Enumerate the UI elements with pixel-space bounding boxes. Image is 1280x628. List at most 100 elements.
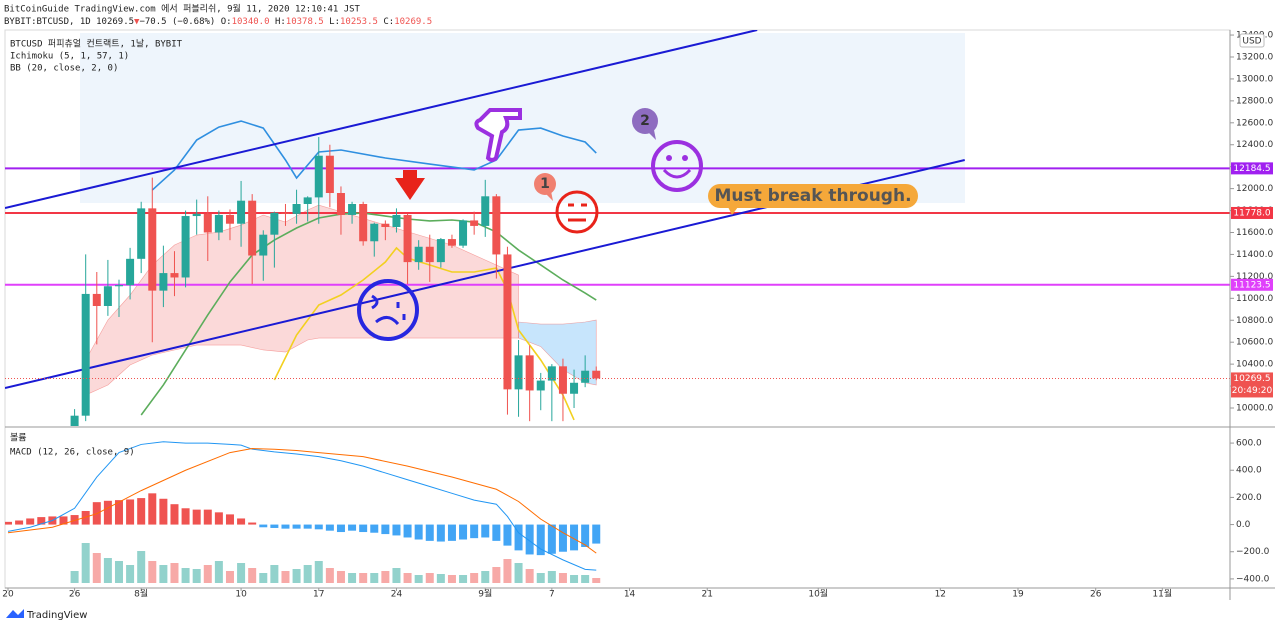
confused-face bbox=[357, 279, 419, 341]
volume-bar bbox=[459, 575, 468, 583]
macd-histogram-bar bbox=[159, 498, 168, 525]
macd-histogram-bar bbox=[248, 522, 257, 525]
level-label-box bbox=[1231, 278, 1273, 291]
volume-bar bbox=[159, 565, 168, 583]
quote-part: 10340.0 bbox=[232, 17, 270, 27]
candle-body bbox=[359, 203, 368, 242]
candle-body bbox=[314, 155, 323, 198]
bubble-number: 2 bbox=[640, 113, 650, 129]
y-tick-label: 10000.0 bbox=[1236, 404, 1273, 414]
volume-bar bbox=[547, 571, 556, 583]
macd-histogram-bar bbox=[203, 509, 212, 525]
volume-bar bbox=[592, 578, 601, 583]
volume-bar bbox=[137, 551, 146, 583]
macd-histogram-bar bbox=[336, 524, 345, 533]
x-tick-label: 8월 bbox=[134, 588, 148, 600]
x-tick-label: 11월 bbox=[1152, 588, 1172, 600]
candle-body bbox=[92, 293, 101, 306]
volume-bar bbox=[581, 575, 590, 583]
bubble-tail bbox=[545, 191, 553, 201]
y-tick-label: −400.0 bbox=[1236, 574, 1270, 584]
number-bubble bbox=[632, 108, 658, 134]
volume-bar bbox=[325, 568, 334, 583]
volume-bar bbox=[303, 565, 312, 583]
candle-body bbox=[370, 223, 379, 242]
candle-body bbox=[237, 200, 246, 224]
candle-body bbox=[148, 208, 157, 291]
y-tick-label: −200.0 bbox=[1236, 547, 1270, 557]
candle-body bbox=[581, 370, 590, 383]
level-label-box bbox=[1231, 162, 1273, 175]
volume-bar bbox=[314, 561, 323, 583]
volume-bar bbox=[436, 574, 445, 583]
volume-bar bbox=[103, 558, 112, 583]
indicator-label: BB (20, close, 2, 0) bbox=[10, 64, 118, 74]
macd-histogram-bar bbox=[292, 524, 301, 529]
macd-histogram-bar bbox=[570, 524, 579, 551]
y-tick-label: 12600.0 bbox=[1236, 118, 1273, 128]
note-text: Must break through. bbox=[714, 186, 911, 206]
macd-histogram-bar bbox=[459, 524, 468, 540]
candle-body bbox=[259, 234, 268, 256]
macd-histogram-bar bbox=[15, 520, 24, 525]
candle-body bbox=[281, 212, 290, 214]
volume-bar bbox=[126, 565, 135, 583]
volume-bar bbox=[114, 561, 123, 583]
macd-histogram-bar bbox=[237, 518, 246, 525]
candle-body bbox=[81, 293, 90, 416]
macd-histogram-bar bbox=[81, 510, 90, 525]
volume-bar bbox=[392, 568, 401, 583]
candle-body bbox=[414, 246, 423, 263]
macd-histogram-bar bbox=[425, 524, 434, 541]
bubble-tail bbox=[728, 207, 738, 215]
currency-box[interactable] bbox=[1239, 33, 1265, 48]
face-eye bbox=[682, 155, 688, 161]
volume-bar bbox=[148, 561, 157, 583]
macd-histogram-bar bbox=[26, 518, 35, 525]
footer-brand[interactable]: TradingView bbox=[26, 610, 87, 621]
volume-bar bbox=[225, 571, 234, 583]
macd-pane bbox=[5, 441, 601, 583]
y-tick-label: 10800.0 bbox=[1236, 316, 1273, 326]
neutral-face bbox=[555, 190, 599, 234]
macd-histogram-bar bbox=[148, 493, 157, 525]
macd-histogram-bar bbox=[348, 524, 357, 531]
candle-body bbox=[392, 214, 401, 228]
y-tick-label: 11000.0 bbox=[1236, 294, 1273, 304]
candle-body bbox=[336, 193, 345, 215]
volume-bar bbox=[359, 573, 368, 583]
volume-bar bbox=[425, 573, 434, 583]
volume-bar bbox=[270, 565, 279, 583]
candle-body bbox=[292, 203, 301, 214]
level-label: 11123.5 bbox=[1233, 280, 1270, 290]
candle-body bbox=[547, 366, 556, 381]
x-tick-label: 10 bbox=[235, 590, 247, 600]
candle-body bbox=[214, 214, 223, 233]
y-tick-label: 0.0 bbox=[1236, 520, 1251, 530]
x-tick-label: 19 bbox=[1012, 590, 1024, 600]
trend-line bbox=[5, 30, 758, 210]
macd-histogram-bar bbox=[281, 524, 290, 529]
candle-body bbox=[470, 220, 479, 226]
countdown-label: 20:49:20 bbox=[1232, 386, 1273, 396]
indicator-label: MACD (12, 26, close, 9) bbox=[10, 448, 135, 458]
y-tick-label: 11200.0 bbox=[1236, 272, 1273, 282]
header-quote: BYBIT:BTCUSD, 1D 10269.5▼−70.5 (−0.68%) … bbox=[4, 17, 432, 27]
price-pane bbox=[5, 30, 1230, 426]
macd-line bbox=[7, 441, 597, 571]
chart-title: BTCUSD 퍼피츄얼 컨트랙트, 1날, BYBIT bbox=[10, 39, 183, 50]
candle-body bbox=[70, 415, 79, 426]
macd-histogram-bar bbox=[514, 524, 523, 551]
macd-histogram-bar bbox=[126, 499, 135, 525]
macd-histogram-bar bbox=[414, 524, 423, 540]
axes: 20 26 8월 10 17 24 9월 7 14 21 10월 12 19 26 11월10000.010… bbox=[2, 31, 1273, 600]
quote-part: ▼ bbox=[134, 17, 140, 27]
x-tick-label: 26 bbox=[1090, 590, 1102, 600]
candle-body bbox=[303, 197, 312, 204]
candle-body bbox=[514, 355, 523, 390]
macd-histogram-bar bbox=[314, 524, 323, 530]
volume-bar bbox=[570, 575, 579, 583]
y-tick-label: 600.0 bbox=[1236, 439, 1262, 449]
candle-body bbox=[503, 254, 512, 390]
